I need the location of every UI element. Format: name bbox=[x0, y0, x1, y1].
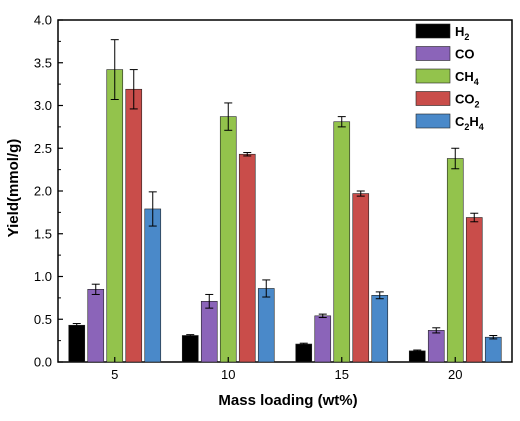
bar bbox=[295, 343, 313, 363]
y-tick-label: 3.0 bbox=[34, 98, 52, 113]
bar bbox=[371, 295, 389, 363]
legend-label: C2H4 bbox=[455, 114, 484, 132]
y-tick-label: 1.5 bbox=[34, 226, 52, 241]
bar bbox=[408, 350, 426, 363]
bar bbox=[314, 315, 332, 363]
legend-label: H2 bbox=[455, 24, 469, 42]
legend-swatch bbox=[415, 68, 451, 84]
y-tick-label: 0.5 bbox=[34, 312, 52, 327]
bars bbox=[68, 39, 502, 363]
y-tick-label: 2.0 bbox=[34, 184, 52, 199]
bar bbox=[219, 116, 237, 363]
legend-swatch bbox=[415, 46, 451, 61]
y-tick-label: 2.5 bbox=[34, 141, 52, 156]
bar bbox=[427, 330, 445, 363]
legend-swatch bbox=[415, 113, 451, 129]
y-tick-label: 3.5 bbox=[34, 55, 52, 70]
bar bbox=[87, 289, 105, 363]
bar bbox=[181, 335, 199, 363]
bar bbox=[144, 208, 162, 363]
bar bbox=[238, 153, 256, 363]
bar bbox=[257, 288, 275, 363]
legend-label: CH4 bbox=[455, 69, 479, 87]
x-tick-label: 20 bbox=[448, 367, 462, 382]
bar bbox=[465, 217, 483, 363]
bar bbox=[200, 300, 218, 363]
axes: 0.0 0.5 1.0 1.5 2.0 2.5 3.0 3.5 4.0 5 10 15 20 bbox=[34, 13, 463, 383]
x-axis-title: Mass loading (wt%) bbox=[218, 392, 357, 409]
bar bbox=[484, 336, 502, 363]
y-axis-title: Yield(mmol/g) bbox=[5, 139, 22, 238]
legend-label: CO2 bbox=[455, 92, 480, 110]
y-tick-label: 4.0 bbox=[34, 13, 52, 28]
legend-swatch bbox=[415, 23, 451, 39]
legend: H2 CO CH4 CO2 C2H4 bbox=[415, 23, 484, 132]
bar bbox=[125, 88, 143, 363]
x-tick-label: 5 bbox=[111, 367, 118, 382]
bar bbox=[68, 324, 86, 363]
y-tick-label: 1.0 bbox=[34, 269, 52, 284]
x-tick-label: 15 bbox=[335, 367, 349, 382]
bar bbox=[446, 158, 464, 363]
x-tick-label: 10 bbox=[221, 367, 235, 382]
y-tick-label: 0.0 bbox=[34, 355, 52, 370]
bar bbox=[352, 193, 370, 363]
legend-swatch bbox=[415, 91, 451, 106]
bar bbox=[333, 121, 351, 363]
bar bbox=[106, 69, 124, 363]
legend-label: CO bbox=[455, 47, 475, 62]
